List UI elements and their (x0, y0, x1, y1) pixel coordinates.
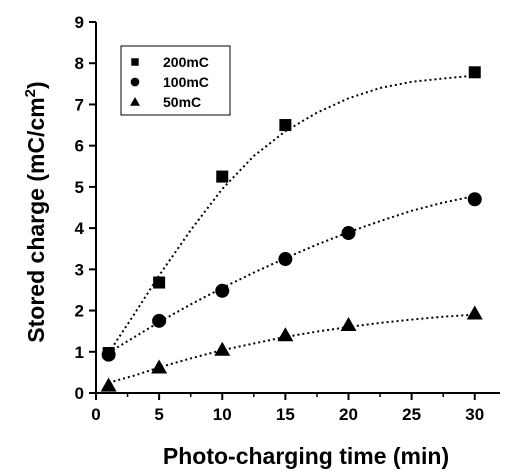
legend-marker-100mC (130, 77, 140, 87)
legend-marker-50mC (130, 97, 140, 106)
data-points (100, 66, 483, 392)
legend-label-50mC: 50mC (163, 94, 201, 110)
y-tick-label: 2 (75, 302, 84, 321)
point-200mC (468, 66, 481, 79)
point-200mC (279, 119, 292, 132)
point-50mC (340, 316, 357, 331)
y-tick-label: 5 (75, 178, 84, 197)
y-axis-title-superscript: 2 (22, 89, 39, 97)
point-200mC (216, 170, 229, 183)
point-100mC (215, 283, 230, 298)
x-tick-label: 5 (154, 405, 163, 424)
x-axis-title: Photo-charging time (min) (163, 443, 449, 469)
point-100mC (278, 252, 293, 267)
y-tick-label: 0 (75, 384, 84, 403)
x-tick-label: 0 (91, 405, 100, 424)
point-50mC (100, 377, 117, 392)
y-tick-label: 4 (75, 219, 85, 238)
x-tick-label: 30 (465, 405, 484, 424)
legend-box (120, 45, 231, 116)
point-50mC (277, 327, 294, 342)
x-tick-label: 25 (402, 405, 421, 424)
y-tick-label: 3 (75, 260, 84, 279)
point-100mC (101, 347, 116, 362)
point-50mC (214, 341, 231, 356)
y-tick-label: 9 (75, 13, 84, 32)
point-100mC (341, 226, 356, 241)
point-100mC (467, 192, 482, 207)
legend-label-100mC: 100mC (163, 74, 209, 90)
fit-line-200mC (107, 74, 475, 354)
y-tick-label: 7 (75, 95, 84, 114)
point-100mC (152, 313, 167, 328)
x-tick-label: 10 (213, 405, 232, 424)
legend-label-200mC: 200mC (163, 54, 209, 70)
legend-marker-200mC (131, 58, 139, 66)
x-tick-label: 20 (339, 405, 358, 424)
fit-line-50mC (108, 313, 475, 384)
legend: 200mC 100mC 50mC (120, 45, 231, 116)
point-200mC (153, 276, 166, 289)
axes: 0 5 10 15 20 25 30 0 1 2 3 4 5 6 7 8 9 (75, 13, 500, 424)
point-50mC (466, 305, 483, 320)
y-axis-title-end: ) (23, 81, 49, 89)
fit-lines (107, 74, 476, 384)
y-tick-label: 8 (75, 54, 84, 73)
x-tick-label: 15 (276, 405, 295, 424)
y-tick-label: 6 (75, 137, 84, 156)
point-50mC (151, 359, 168, 374)
y-axis-title: Stored charge (mC/cm2) (22, 81, 49, 342)
y-tick-label: 1 (75, 343, 84, 362)
fit-line-100mC (108, 195, 476, 354)
y-axis-title-main: Stored charge (mC/cm (23, 97, 49, 342)
